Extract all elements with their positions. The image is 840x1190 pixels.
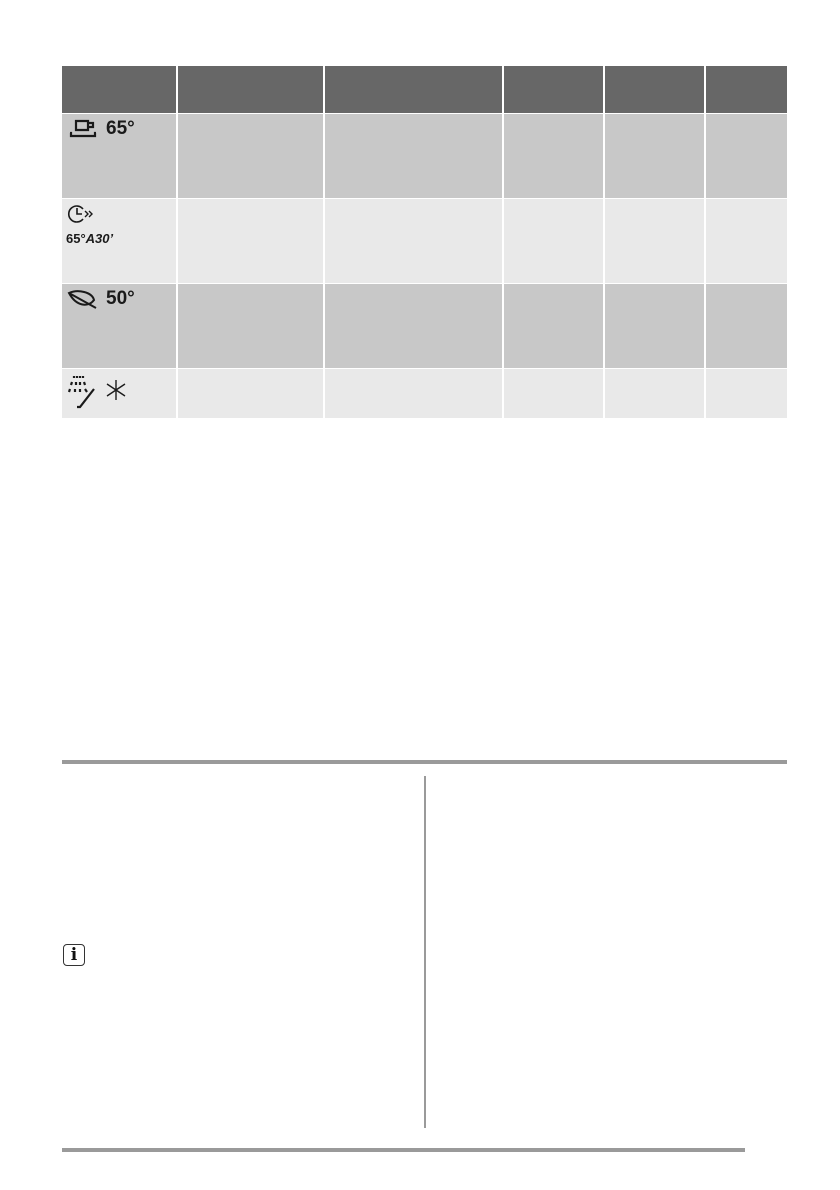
table-header	[62, 66, 787, 114]
table-row: 65°	[62, 113, 787, 199]
spray-rinse-icon	[67, 376, 126, 409]
column-divider	[424, 776, 426, 1128]
header-cell	[502, 66, 604, 114]
table-row: 50°	[62, 283, 787, 369]
programme-symbol: 50°	[62, 284, 176, 310]
header-cell	[603, 66, 705, 114]
clock-arrow-icon	[68, 205, 93, 223]
programme-symbol	[62, 369, 176, 412]
table-row	[62, 368, 787, 419]
header-cell	[323, 66, 503, 114]
header-cell	[704, 66, 787, 114]
section-divider-top	[62, 760, 787, 764]
cup-saucer-icon	[69, 119, 97, 138]
programme-table: 65° 65°A30’ 50°	[62, 66, 787, 419]
programme-symbol: 65°	[62, 114, 176, 140]
header-cell	[62, 66, 177, 114]
section-divider-bottom	[62, 1148, 745, 1152]
programme-symbol: 65°A30’	[62, 199, 176, 246]
header-cell	[176, 66, 324, 114]
info-icon: i	[63, 944, 85, 966]
leaf-icon	[67, 290, 97, 309]
table-row: 65°A30’	[62, 198, 787, 284]
